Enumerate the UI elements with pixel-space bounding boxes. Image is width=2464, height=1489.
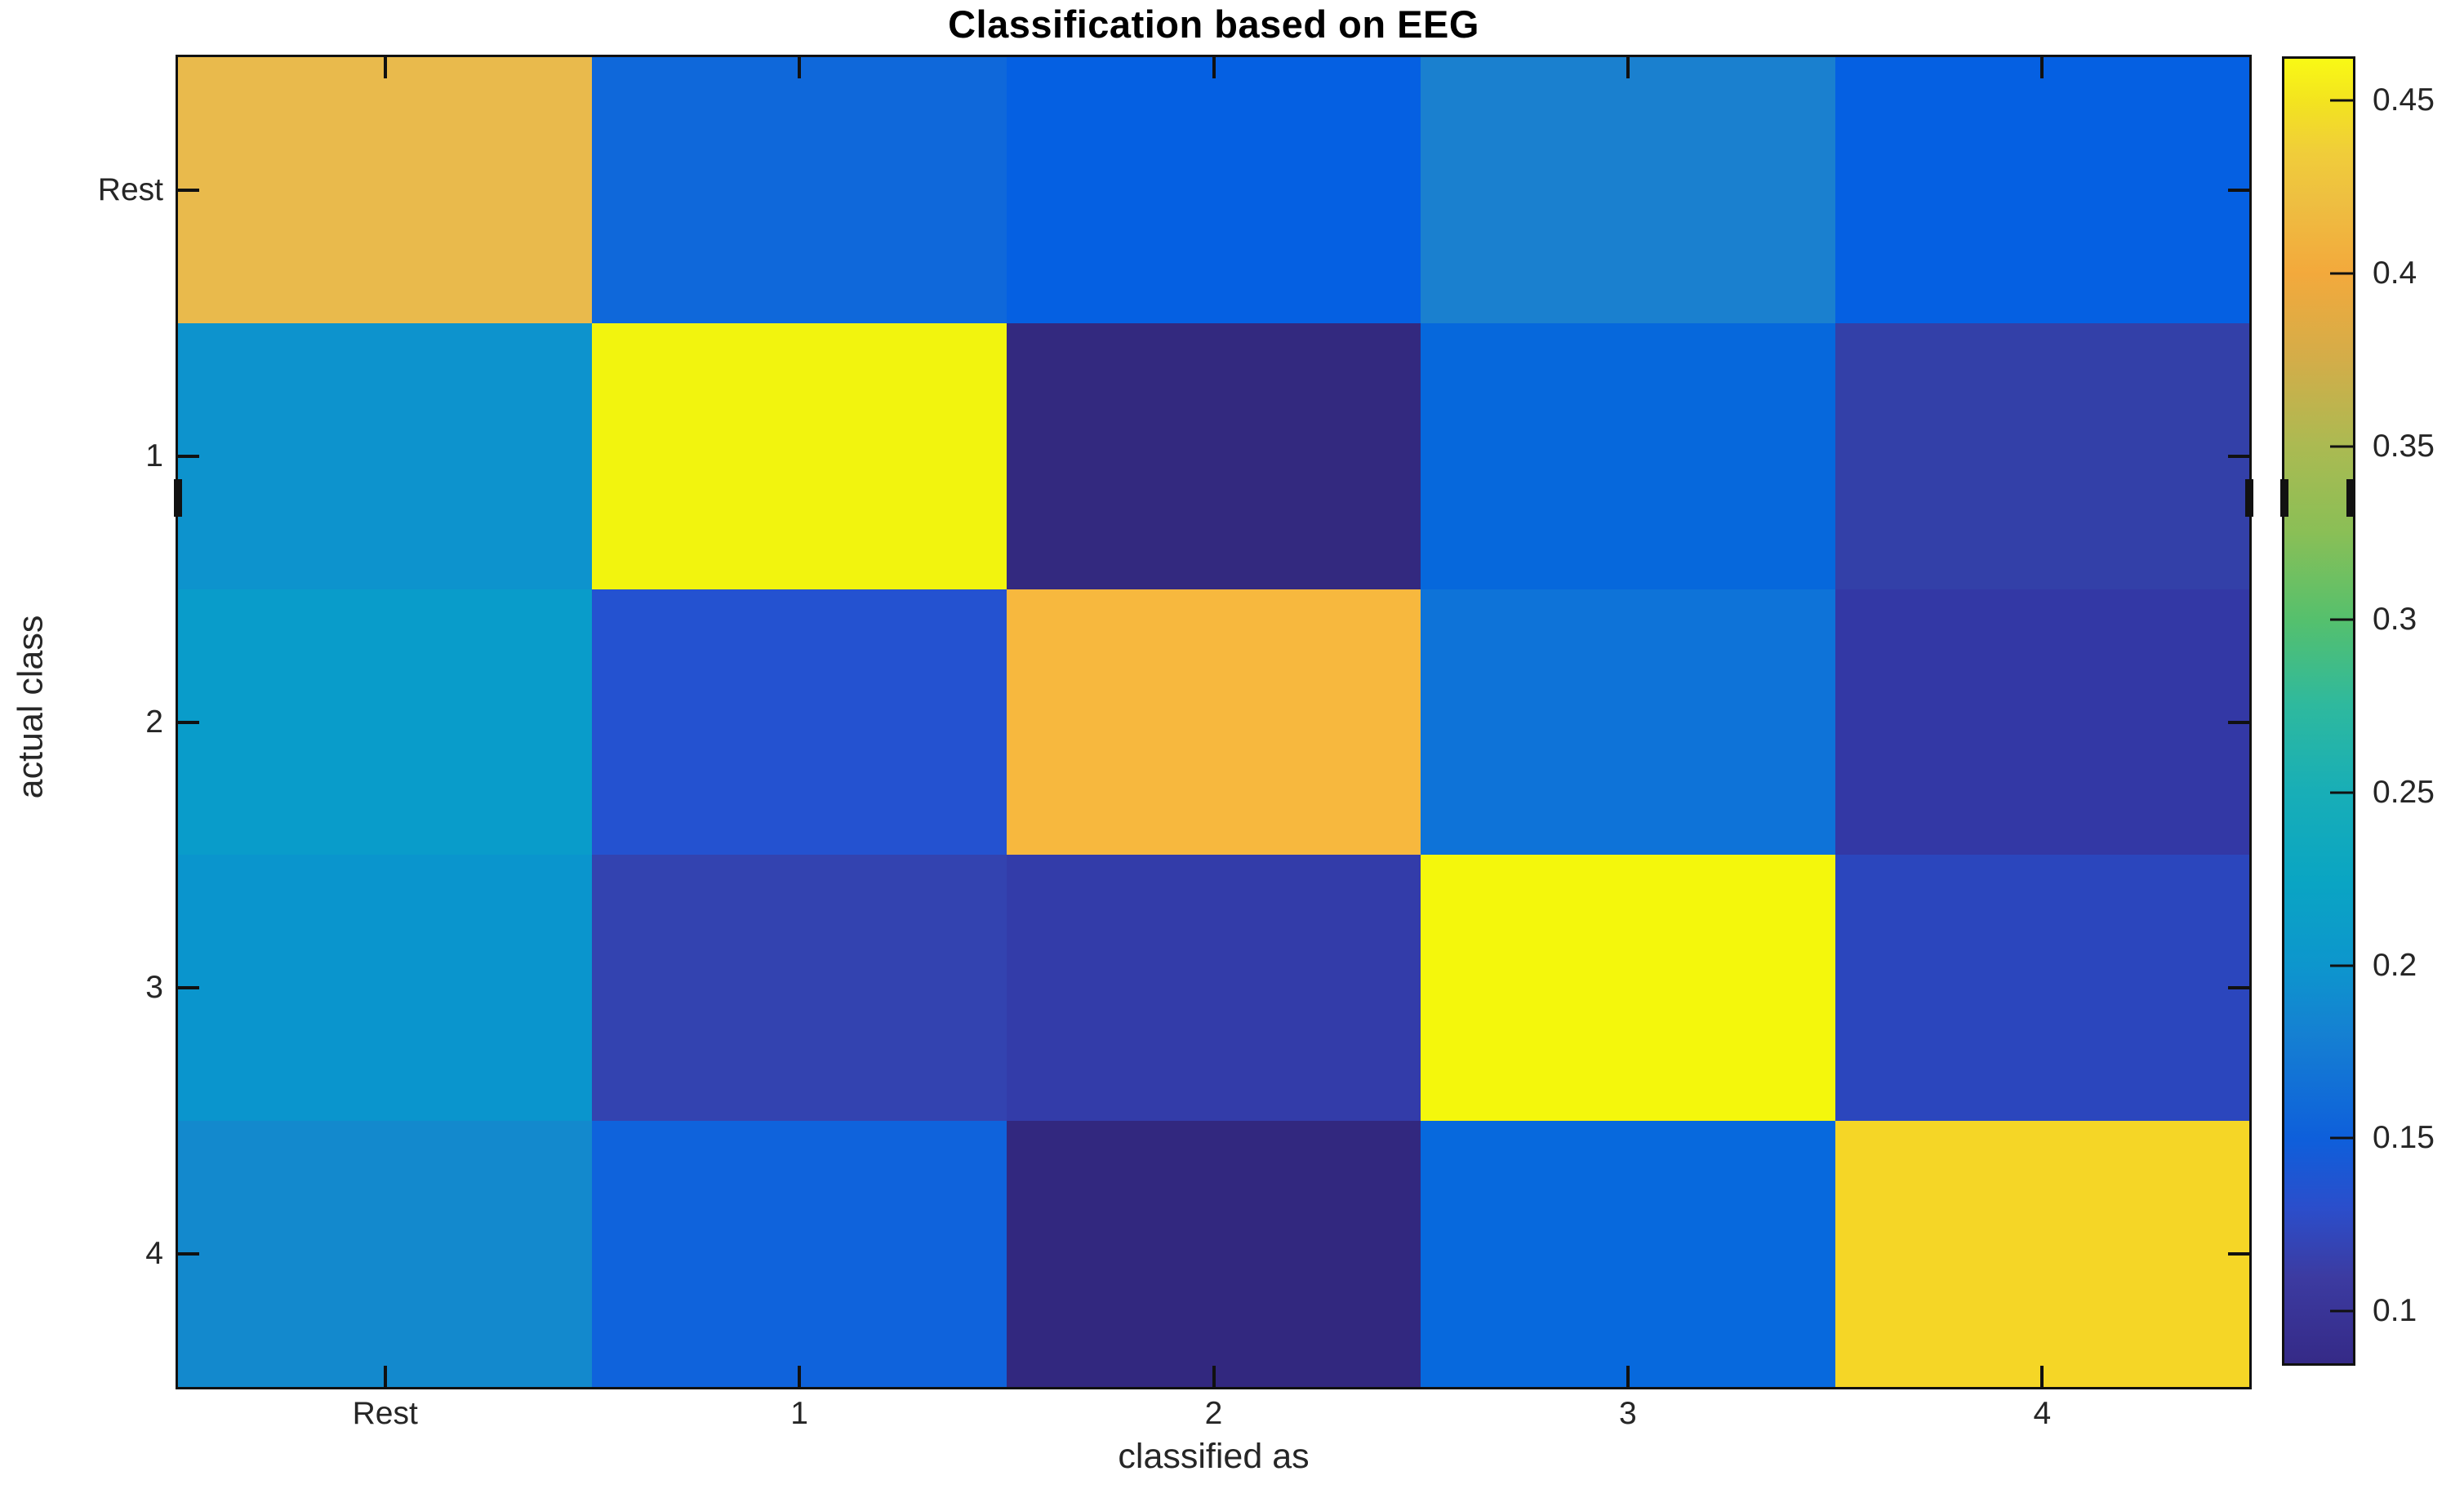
x-tick-mark (2040, 1366, 2044, 1387)
chart-title: Classification based on EEG (948, 2, 1479, 46)
x-tick-mark (1626, 57, 1630, 78)
heatmap-cell (592, 589, 1007, 856)
heatmap-cell (1835, 1121, 2249, 1387)
edge-artifact-mark (2346, 479, 2355, 517)
y-tick-mark (2228, 986, 2249, 990)
colorbar-tick-mark (2330, 99, 2353, 102)
heatmap-cell (1421, 322, 1835, 589)
colorbar-tick-mark (2330, 1136, 2353, 1140)
colorbar-tick-label: 0.1 (2373, 1293, 2417, 1329)
x-tick-mark (383, 57, 387, 78)
colorbar-tick-label: 0.3 (2373, 601, 2417, 637)
y-tick-mark (178, 188, 199, 192)
x-tick-label: Rest (352, 1396, 418, 1431)
y-tick-mark (2228, 720, 2249, 724)
y-tick-label: 2 (145, 704, 163, 740)
y-tick-label: 3 (145, 970, 163, 1006)
heatmap-cell (1835, 57, 2249, 323)
plot-area (176, 55, 2252, 1389)
heatmap-cell (1006, 1121, 1421, 1387)
heatmap-cell (178, 1121, 593, 1387)
heatmap-cell (592, 322, 1007, 589)
heatmap-cell (1421, 1121, 1835, 1387)
edge-artifact-mark (174, 479, 182, 517)
x-axis-label: classified as (1118, 1437, 1310, 1476)
x-tick-label: 4 (2033, 1396, 2052, 1431)
x-tick-mark (798, 1366, 802, 1387)
colorbar-tick-mark (2330, 1309, 2353, 1313)
heatmap-cell (1421, 589, 1835, 856)
colorbar-tick-mark (2330, 445, 2353, 448)
x-tick-mark (1626, 1366, 1630, 1387)
heatmap-cell (178, 589, 593, 856)
heatmap-cell (178, 855, 593, 1122)
colorbar-tick-mark (2330, 791, 2353, 794)
colorbar-tick-label: 0.45 (2373, 82, 2435, 118)
heatmap-cell (1006, 855, 1421, 1122)
edge-artifact-mark (2245, 479, 2253, 517)
colorbar-tick-mark (2330, 618, 2353, 621)
heatmap-cell (1006, 589, 1421, 856)
heatmap-cell (1835, 589, 2249, 856)
colorbar-tick-mark (2330, 272, 2353, 275)
heatmap-cell (1835, 855, 2249, 1122)
y-tick-mark (178, 454, 199, 458)
heatmap-cell (178, 322, 593, 589)
x-tick-mark (798, 57, 802, 78)
y-tick-mark (178, 1252, 199, 1256)
x-tick-label: 2 (1204, 1396, 1223, 1431)
x-tick-mark (2040, 57, 2044, 78)
heatmap-cell (1006, 57, 1421, 323)
heatmap-cell (178, 57, 593, 323)
heatmap-cell (1835, 322, 2249, 589)
y-tick-label: 4 (145, 1236, 163, 1272)
heatmap-cell (1421, 57, 1835, 323)
colorbar-tick-label: 0.15 (2373, 1120, 2435, 1156)
heatmap-cell (592, 855, 1007, 1122)
y-tick-mark (2228, 454, 2249, 458)
heatmap (178, 57, 2249, 1387)
y-tick-mark (2228, 1252, 2249, 1256)
edge-artifact-mark (2280, 479, 2288, 517)
y-tick-label: Rest (97, 171, 163, 207)
heatmap-cell (592, 1121, 1007, 1387)
x-tick-mark (383, 1366, 387, 1387)
colorbar-tick-label: 0.35 (2373, 428, 2435, 464)
y-tick-mark (2228, 188, 2249, 192)
y-tick-label: 1 (145, 438, 163, 473)
heatmap-cell (1421, 855, 1835, 1122)
colorbar-tick-label: 0.25 (2373, 774, 2435, 810)
x-tick-label: 3 (1619, 1396, 1637, 1431)
y-tick-mark (178, 720, 199, 724)
colorbar-tick-label: 0.4 (2373, 255, 2417, 291)
colorbar (2282, 56, 2355, 1366)
y-tick-mark (178, 986, 199, 990)
heatmap-cell (1006, 322, 1421, 589)
heatmap-cell (592, 57, 1007, 323)
colorbar-tick-mark (2330, 964, 2353, 967)
colorbar-tick-label: 0.2 (2373, 947, 2417, 983)
x-tick-mark (1212, 1366, 1216, 1387)
x-tick-label: 1 (790, 1396, 808, 1431)
x-tick-mark (1212, 57, 1216, 78)
